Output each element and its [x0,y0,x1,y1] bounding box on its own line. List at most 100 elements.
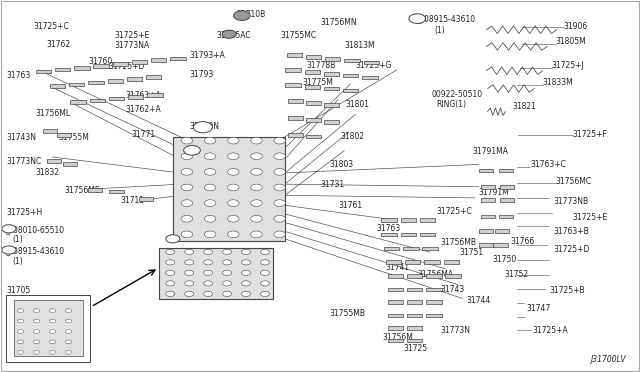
Text: Ⓨ 08915-43610: Ⓨ 08915-43610 [6,247,65,256]
Circle shape [260,249,269,254]
Text: 31813M: 31813M [344,41,375,50]
Bar [424,260,440,264]
Bar [407,300,422,304]
Text: 31744: 31744 [466,296,490,305]
Circle shape [228,231,239,238]
Text: 31725+B: 31725+B [549,286,585,295]
Text: 31725+J: 31725+J [552,61,584,70]
Bar [305,70,320,74]
Bar [426,314,442,317]
Text: 31718: 31718 [238,196,262,205]
Bar [74,66,90,70]
Text: 31756M: 31756M [383,333,413,342]
Circle shape [241,260,250,265]
Circle shape [17,340,24,344]
Text: 31763+B: 31763+B [554,227,589,236]
Bar [479,229,493,232]
Circle shape [204,137,216,144]
Bar [159,248,273,299]
Text: 31725: 31725 [403,344,428,353]
Text: ⒱ 08010-65510: ⒱ 08010-65510 [6,225,65,234]
Bar [50,84,65,88]
Bar [6,295,90,362]
Circle shape [49,309,56,312]
Bar [88,81,104,84]
Circle shape [33,340,40,344]
Text: 31755MB: 31755MB [330,309,365,318]
Bar [479,243,493,247]
Circle shape [181,169,193,175]
Circle shape [204,260,212,265]
Text: 31725+F: 31725+F [573,130,607,139]
Circle shape [228,215,239,222]
Circle shape [204,169,216,175]
Text: 31773N: 31773N [440,326,470,335]
Circle shape [251,200,262,206]
Text: 31711: 31711 [120,196,145,205]
Text: 31725+E: 31725+E [573,213,608,222]
Circle shape [17,319,24,323]
Text: 31725+H: 31725+H [6,208,43,217]
Circle shape [234,11,250,20]
Text: LOWER: LOWER [248,139,276,148]
Text: 31763: 31763 [376,224,401,233]
Text: 31793: 31793 [189,70,214,79]
Bar [495,229,509,232]
Text: (1): (1) [434,26,445,35]
Circle shape [166,235,180,243]
Bar [55,68,70,71]
Text: 31715: 31715 [163,258,188,267]
Bar [285,68,301,72]
Bar [128,95,143,99]
Bar [344,59,360,62]
Circle shape [274,169,285,175]
Text: 31793+A: 31793+A [189,51,225,60]
Bar [388,300,403,304]
Circle shape [274,231,285,238]
Bar [407,288,422,291]
Bar [109,97,124,100]
Bar [481,198,495,202]
Circle shape [181,137,193,144]
Bar [324,103,339,107]
Circle shape [33,309,40,312]
Circle shape [274,137,285,144]
Bar [499,169,513,172]
Bar [108,79,123,83]
Bar [324,120,339,124]
Text: 31821: 31821 [512,102,536,110]
Text: 31766: 31766 [511,237,535,246]
Text: 31802: 31802 [340,132,365,141]
Bar [70,100,86,104]
Text: 31803: 31803 [330,160,354,169]
Text: 31743N: 31743N [6,133,36,142]
Bar [288,99,303,103]
Circle shape [260,270,269,275]
Circle shape [181,153,193,160]
Text: (1): (1) [13,257,24,266]
Bar [401,218,416,222]
Circle shape [204,184,216,191]
Bar [426,300,442,304]
Circle shape [251,184,262,191]
Bar [388,314,403,317]
Text: (1): (1) [13,235,24,244]
Bar [63,162,77,166]
Circle shape [409,14,426,23]
Bar [500,198,514,202]
Text: 31751: 31751 [460,248,484,257]
Bar [113,62,128,66]
Bar [405,260,420,264]
Text: 31756MC: 31756MC [556,177,591,186]
Text: 31775M: 31775M [302,78,333,87]
Circle shape [166,249,175,254]
Circle shape [274,215,285,222]
Circle shape [65,309,72,312]
Circle shape [251,169,262,175]
Circle shape [222,30,236,38]
Circle shape [241,270,250,275]
Text: 31773NB: 31773NB [554,197,589,206]
Bar [127,77,142,81]
Text: 31940N: 31940N [189,122,220,131]
Text: 31710B: 31710B [237,10,266,19]
